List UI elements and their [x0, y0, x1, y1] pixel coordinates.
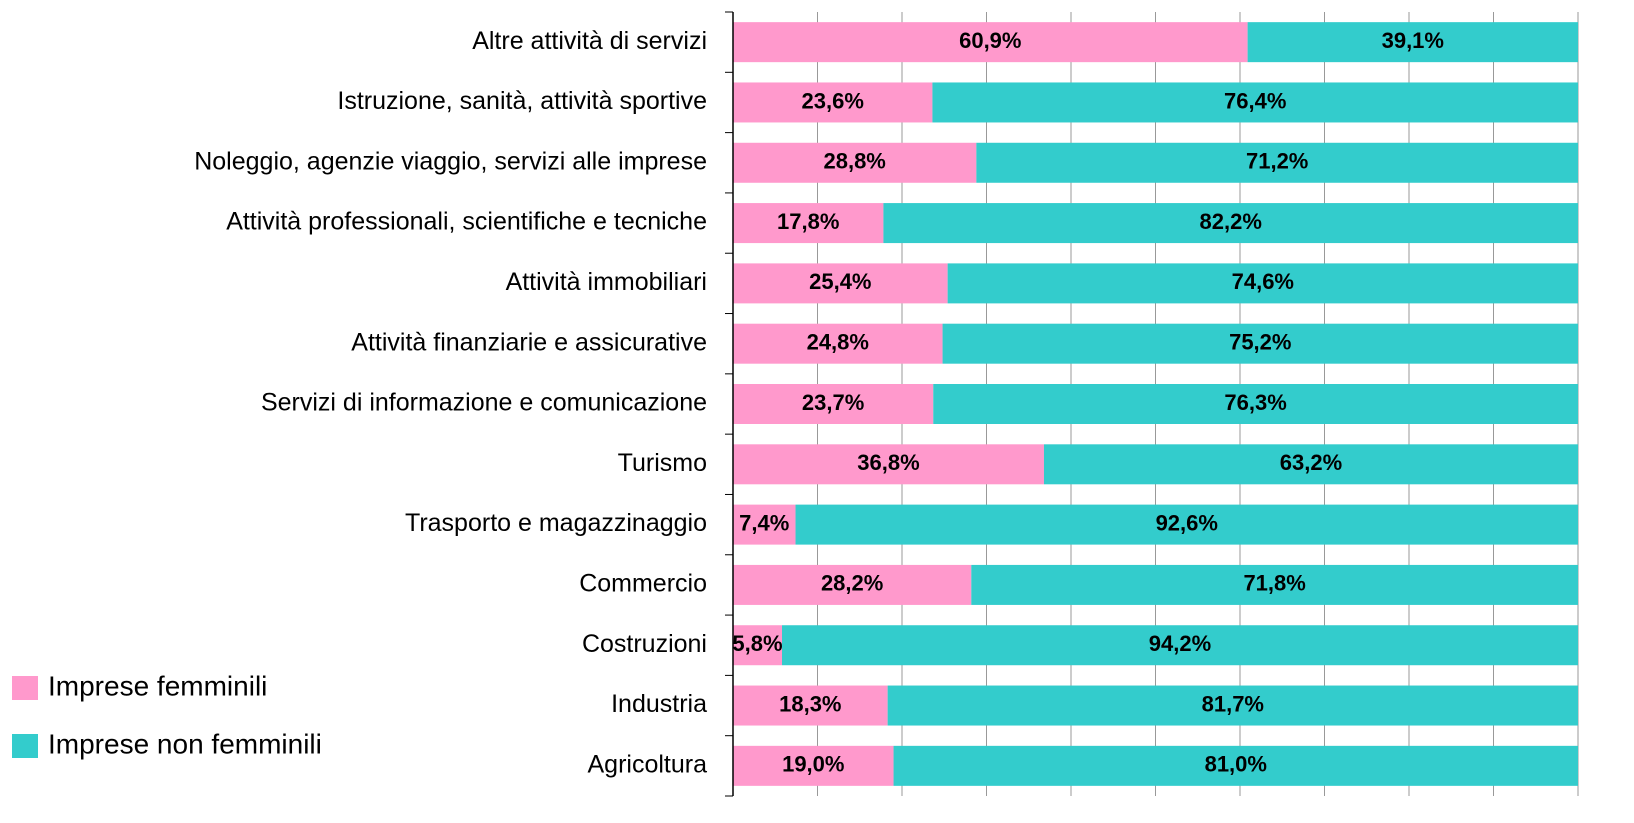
value-label: 76,4%	[1224, 88, 1286, 113]
category-label: Attività finanziarie e assicurative	[351, 328, 707, 356]
bar-segment	[733, 142, 977, 183]
value-label: 5,8%	[732, 631, 782, 656]
bar-segment	[733, 504, 796, 545]
value-label: 76,3%	[1224, 390, 1286, 415]
bar-segment	[733, 625, 783, 666]
legend-label: Imprese non femminili	[48, 728, 322, 759]
legend-swatch	[12, 676, 38, 700]
value-label: 24,8%	[807, 330, 869, 355]
value-label: 81,7%	[1202, 691, 1264, 716]
bar-segment	[795, 504, 1578, 545]
bar-segment	[947, 263, 1578, 304]
category-label: Servizi di informazione e comunicazione	[261, 389, 707, 417]
bar-segment	[971, 564, 1578, 605]
value-label: 28,2%	[821, 571, 883, 596]
value-label: 71,8%	[1243, 571, 1305, 596]
value-label: 60,9%	[959, 28, 1021, 53]
bar-segment	[733, 82, 933, 123]
value-label: 75,2%	[1229, 330, 1291, 355]
bar-segment	[733, 384, 934, 424]
value-label: 94,2%	[1149, 631, 1211, 656]
bar-segment	[733, 263, 948, 304]
value-label: 28,8%	[823, 149, 885, 174]
bar-segment	[932, 82, 1578, 123]
category-label: Trasporto e magazzinaggio	[405, 509, 707, 537]
value-label: 36,8%	[857, 450, 919, 475]
value-label: 82,2%	[1200, 209, 1262, 234]
bar-segment	[1043, 444, 1578, 485]
category-label: Istruzione, sanità, attività sportive	[337, 87, 707, 115]
bar-segment	[733, 745, 894, 786]
category-label: Noleggio, agenzie viaggio, servizi alle …	[194, 147, 707, 175]
bar-segment	[733, 22, 1248, 63]
value-label: 18,3%	[779, 691, 841, 716]
bar-segment	[733, 444, 1044, 485]
category-label: Costruzioni	[582, 630, 707, 658]
value-label: 17,8%	[777, 209, 839, 234]
value-label: 25,4%	[809, 269, 871, 294]
value-label: 19,0%	[782, 752, 844, 777]
category-label: Turismo	[618, 449, 707, 477]
category-label: Attività immobiliari	[506, 268, 707, 296]
value-label: 7,4%	[739, 510, 789, 535]
bar-segment	[733, 203, 884, 244]
category-label: Altre attività di servizi	[472, 27, 707, 55]
bar-segment	[883, 203, 1578, 244]
category-label: Attività professionali, scientifiche e t…	[226, 208, 707, 236]
value-label: 23,6%	[802, 88, 864, 113]
bar-segment	[733, 323, 943, 364]
category-label: Industria	[611, 690, 707, 718]
legend-label: Imprese femminili	[48, 670, 267, 701]
bar-segment	[733, 564, 972, 605]
bar-segment	[782, 625, 1578, 666]
bar-segment	[942, 323, 1578, 364]
category-label: Agricoltura	[588, 750, 708, 778]
legend-swatch	[12, 734, 38, 758]
value-label: 71,2%	[1246, 149, 1308, 174]
bar-segment	[887, 685, 1578, 726]
bar-segment	[933, 384, 1578, 424]
value-label: 92,6%	[1156, 510, 1218, 535]
bar-segment	[893, 745, 1578, 786]
value-label: 39,1%	[1382, 28, 1444, 53]
bar-segment	[1247, 22, 1578, 63]
value-label: 63,2%	[1280, 450, 1342, 475]
bar-segment	[976, 142, 1578, 183]
value-label: 23,7%	[802, 390, 864, 415]
category-label: Commercio	[579, 570, 707, 598]
value-label: 74,6%	[1232, 269, 1294, 294]
bar-segment	[733, 685, 888, 726]
value-label: 81,0%	[1205, 752, 1267, 777]
